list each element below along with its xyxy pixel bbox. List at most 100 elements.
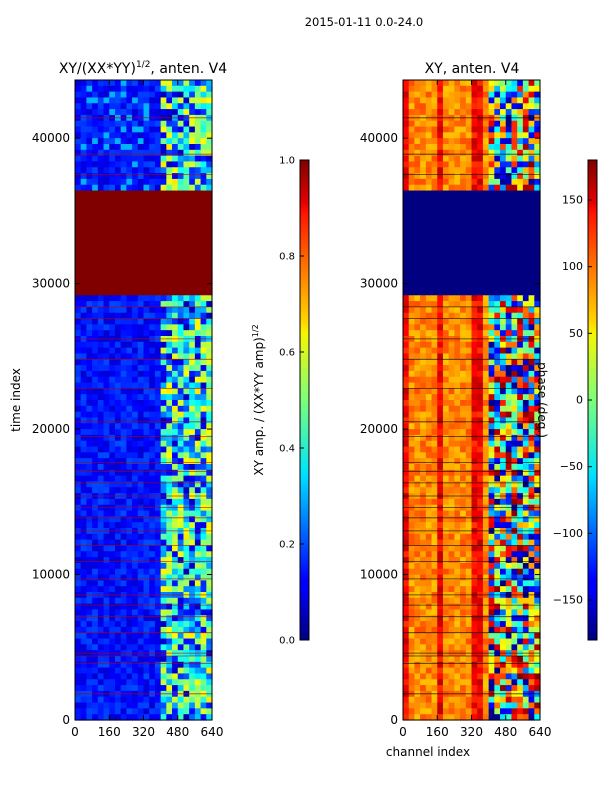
heatmap-cell bbox=[126, 178, 133, 186]
heatmap-cell bbox=[183, 208, 190, 215]
heatmap-cell bbox=[189, 644, 196, 651]
heatmap-cell bbox=[177, 498, 185, 506]
heatmap-cell bbox=[75, 85, 82, 93]
heatmap-cell bbox=[126, 696, 133, 704]
heatmap-cell bbox=[425, 318, 433, 325]
heatmap-cell bbox=[465, 516, 473, 523]
heatmap-cell bbox=[172, 481, 179, 488]
heatmap-cell bbox=[189, 132, 196, 139]
heatmap-cell bbox=[465, 173, 473, 180]
heatmap-cell bbox=[80, 667, 88, 675]
heatmap-cell bbox=[534, 464, 541, 471]
heatmap-cell bbox=[505, 242, 513, 250]
heatmap-cell bbox=[206, 394, 213, 401]
heatmap-cell bbox=[477, 580, 484, 587]
heatmap-cell bbox=[103, 394, 110, 401]
heatmap-cell bbox=[200, 155, 207, 163]
heatmap-cell bbox=[403, 202, 410, 209]
heatmap-cell bbox=[448, 440, 455, 448]
heatmap-cell bbox=[465, 295, 473, 302]
heatmap-cell bbox=[505, 306, 513, 314]
heatmap-cell bbox=[420, 341, 427, 349]
heatmap-cell bbox=[488, 277, 495, 285]
heatmap-cell bbox=[420, 545, 427, 552]
heatmap-cell bbox=[126, 318, 133, 325]
heatmap-cell bbox=[477, 394, 484, 401]
heatmap-cell bbox=[154, 266, 162, 273]
heatmap-cell bbox=[488, 394, 495, 401]
heatmap-cell bbox=[431, 603, 438, 611]
heatmap-cell bbox=[437, 353, 444, 360]
heatmap-cell bbox=[149, 580, 156, 587]
heatmap-cell bbox=[97, 266, 105, 273]
heatmap-cell bbox=[437, 103, 444, 110]
heatmap-cell bbox=[103, 638, 110, 645]
heatmap-cell bbox=[160, 80, 167, 87]
heatmap-cell bbox=[494, 609, 501, 616]
heatmap-cell bbox=[92, 510, 99, 517]
heatmap-cell bbox=[420, 394, 427, 401]
heatmap-cell bbox=[143, 405, 150, 413]
heatmap-cell bbox=[114, 469, 122, 477]
heatmap-cell bbox=[137, 475, 145, 483]
heatmap-cell bbox=[114, 568, 122, 576]
heatmap-cell bbox=[154, 382, 162, 389]
heatmap-cell bbox=[126, 254, 133, 261]
heatmap-cell bbox=[86, 347, 93, 355]
heatmap-cell bbox=[500, 359, 507, 366]
heatmap-cell bbox=[482, 574, 490, 581]
heatmap-cell bbox=[437, 487, 444, 494]
heatmap-cell bbox=[460, 603, 467, 611]
heatmap-cell bbox=[442, 208, 450, 215]
heatmap-cell bbox=[408, 376, 416, 384]
heatmap-cell bbox=[206, 155, 213, 163]
heatmap-cell bbox=[120, 446, 127, 453]
heatmap-cell bbox=[500, 132, 507, 139]
heatmap-cell bbox=[183, 97, 190, 104]
heatmap-cell bbox=[194, 237, 202, 244]
heatmap-cell bbox=[114, 91, 122, 99]
heatmap-cell bbox=[177, 208, 185, 215]
heatmap-cell bbox=[109, 429, 116, 436]
heatmap-cell bbox=[143, 452, 150, 459]
heatmap-cell bbox=[408, 132, 416, 139]
heatmap-cell bbox=[177, 568, 185, 576]
heatmap-cell bbox=[206, 574, 213, 581]
heatmap-cell bbox=[420, 388, 427, 395]
heatmap-cell bbox=[471, 80, 478, 87]
heatmap-cell bbox=[482, 586, 490, 593]
heatmap-cell bbox=[482, 580, 490, 587]
heatmap-cell bbox=[177, 138, 185, 145]
heatmap-cell bbox=[189, 498, 196, 506]
heatmap-cell bbox=[86, 120, 93, 128]
heatmap-cell bbox=[160, 277, 167, 285]
heatmap-cell bbox=[132, 533, 139, 541]
heatmap-cell bbox=[109, 545, 116, 552]
heatmap-cell bbox=[189, 301, 196, 308]
heatmap-cell bbox=[137, 481, 145, 488]
heatmap-cell bbox=[109, 103, 116, 110]
heatmap-cell bbox=[482, 120, 490, 128]
heatmap-cell bbox=[488, 237, 495, 244]
heatmap-cell bbox=[477, 417, 484, 424]
heatmap-cell bbox=[103, 306, 110, 314]
heatmap-cell bbox=[408, 568, 416, 576]
heatmap-cell bbox=[403, 440, 410, 448]
heatmap-cell bbox=[488, 498, 495, 506]
heatmap-cell bbox=[454, 306, 461, 314]
heatmap-cell bbox=[414, 196, 421, 203]
heatmap-cell bbox=[465, 126, 473, 133]
heatmap-cell bbox=[511, 452, 518, 459]
heatmap-cell bbox=[194, 510, 202, 517]
heatmap-cell bbox=[92, 551, 99, 558]
heatmap-cell bbox=[494, 347, 501, 355]
heatmap-cell bbox=[143, 586, 150, 593]
heatmap-cell bbox=[500, 208, 507, 215]
heatmap-cell bbox=[114, 103, 122, 110]
heatmap-cell bbox=[177, 464, 185, 471]
heatmap-cell bbox=[189, 190, 196, 197]
heatmap-cell bbox=[92, 248, 99, 256]
heatmap-cell bbox=[522, 458, 530, 465]
heatmap-cell bbox=[137, 609, 145, 616]
heatmap-cell bbox=[206, 138, 213, 145]
